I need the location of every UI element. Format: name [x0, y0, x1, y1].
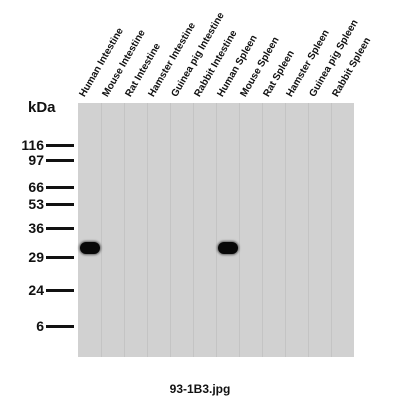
lane-separator	[285, 103, 286, 357]
marker-tick	[46, 159, 74, 162]
lane-separator	[308, 103, 309, 357]
lane-separator	[124, 103, 125, 357]
marker-tick	[46, 325, 74, 328]
image-caption: 93-1B3.jpg	[169, 382, 231, 396]
marker-label: 6	[36, 318, 44, 334]
lane-separator	[331, 103, 332, 357]
marker-label: 97	[28, 152, 44, 168]
marker-tick	[46, 186, 74, 189]
marker-tick	[46, 227, 74, 230]
marker-tick	[46, 289, 74, 292]
marker-label: 66	[28, 179, 44, 195]
marker-label: 24	[28, 282, 44, 298]
lane-separator	[147, 103, 148, 357]
marker-label: 36	[28, 220, 44, 236]
marker-tick	[46, 203, 74, 206]
marker-label: 29	[28, 249, 44, 265]
marker-tick	[46, 144, 74, 147]
unit-label: kDa	[28, 99, 56, 116]
lane-separator	[193, 103, 194, 357]
lane-separator	[262, 103, 263, 357]
marker-tick	[46, 256, 74, 259]
lane-separator	[170, 103, 171, 357]
lane-separator	[216, 103, 217, 357]
lane-separator	[239, 103, 240, 357]
protein-band	[80, 242, 100, 254]
blot-membrane	[78, 103, 354, 357]
lane-separator	[101, 103, 102, 357]
marker-label: 116	[21, 137, 44, 153]
marker-label: 53	[28, 196, 44, 212]
protein-band	[218, 242, 238, 254]
